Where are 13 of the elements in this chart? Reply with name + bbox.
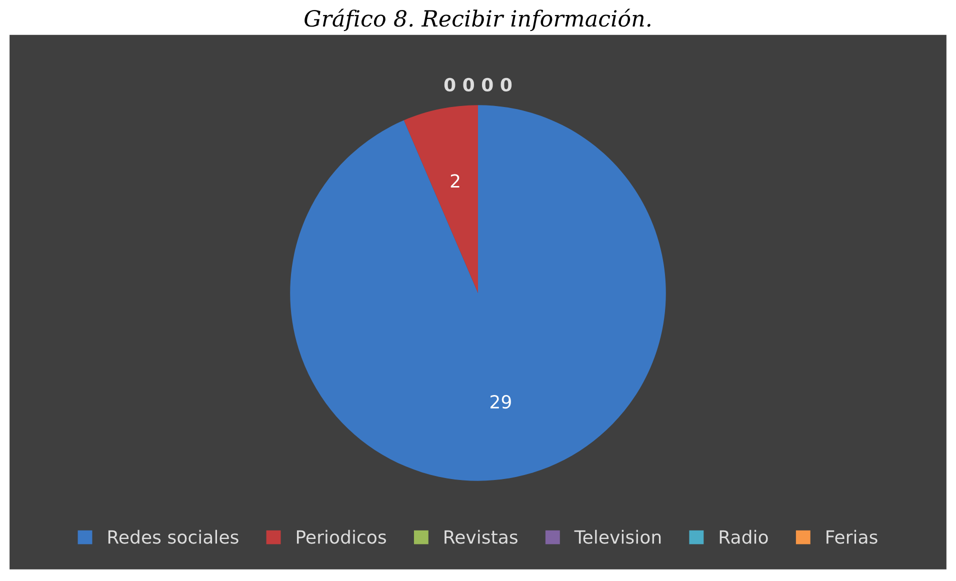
legend-label: Television (574, 530, 661, 544)
text: 0 (463, 78, 474, 92)
text: 0 (482, 78, 493, 92)
data-label: 29 (490, 394, 511, 409)
legend-label: Ferias (826, 530, 878, 544)
data-label: 2 (450, 174, 460, 188)
legend-label: Redes sociales (108, 530, 238, 544)
legend-label: Revistas (444, 530, 518, 544)
legend-label: Periodicos (296, 530, 386, 544)
legend-label: Radio (720, 530, 768, 544)
text: 0 (444, 78, 456, 92)
chart-title: Gráfico 8. Recibir información. (304, 8, 650, 32)
text: 0 (500, 78, 512, 92)
